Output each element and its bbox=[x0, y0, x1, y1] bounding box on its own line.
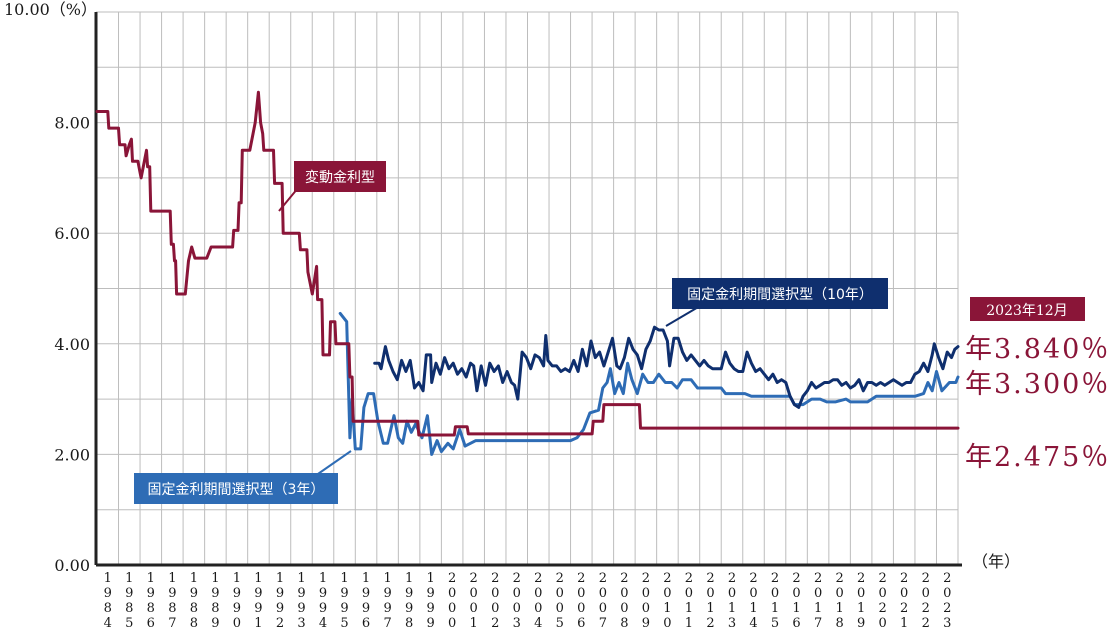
series-lines bbox=[95, 90, 960, 456]
end-rate-label-1: 年3.300％ bbox=[965, 369, 1110, 400]
callout-pointer bbox=[665, 305, 701, 327]
y-tick-labels: 0.00 2.00 4.00 6.00 8.00 bbox=[54, 114, 90, 575]
gridlines bbox=[96, 11, 959, 565]
x-tick-labels: 1 9 8 4 1 9 8 5 1 9 8 6 1 9 8 7 1 9 8 8 1 9 8 9 1 9 9 0 1 9 9 1 1 9 9 2 1 9 9 3… bbox=[104, 571, 952, 631]
axes bbox=[94, 12, 962, 567]
end-rate-label-2: 年3.840％ bbox=[965, 334, 1110, 365]
callout-label: 変動金利型 bbox=[305, 169, 375, 186]
series-line-0 bbox=[95, 90, 960, 437]
y-tick-label: 6.00 bbox=[54, 224, 90, 243]
x-axis-unit-label: （年） bbox=[972, 552, 1020, 571]
y-tick-label: 4.00 bbox=[54, 335, 90, 354]
y-tick-label: 8.00 bbox=[54, 114, 90, 133]
y-axis-unit-label: 10.00（%） bbox=[4, 0, 97, 19]
end-rate-label-0: 年2.475％ bbox=[965, 442, 1110, 473]
series-line-2 bbox=[373, 325, 960, 409]
y-tick-label: 2.00 bbox=[54, 445, 90, 464]
series-line-1 bbox=[338, 311, 960, 456]
latest-date-badge-label: 2023年12月 bbox=[986, 303, 1067, 319]
latest-date-badge bbox=[970, 297, 1085, 321]
callout-box bbox=[134, 473, 338, 504]
latest-rate-panel: 2023年12月 年2.475％ 年3.300％ 年3.840％ bbox=[965, 297, 1110, 473]
callout-pointer bbox=[314, 450, 352, 477]
callout-box bbox=[672, 278, 888, 309]
callout-label: 固定金利期間選択型（10年） bbox=[687, 287, 873, 303]
y-tick-label: 0.00 bbox=[54, 556, 90, 575]
callout-label: 固定金利期間選択型（3年） bbox=[148, 482, 325, 498]
callout-box bbox=[294, 161, 386, 192]
